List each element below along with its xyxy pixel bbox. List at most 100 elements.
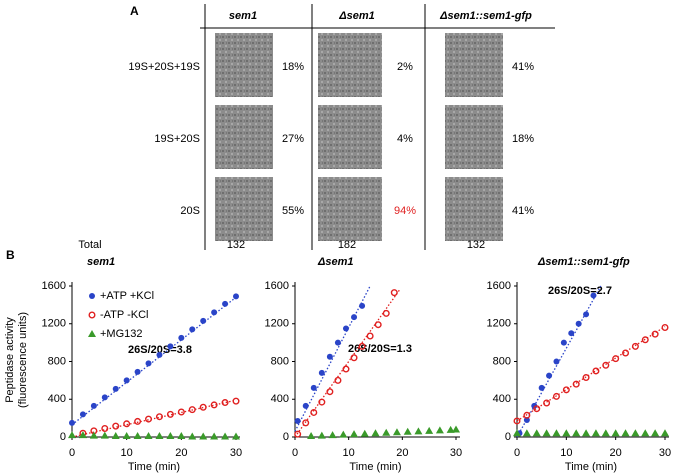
data-point <box>435 426 444 434</box>
fit-line <box>294 289 401 438</box>
data-point <box>382 309 390 317</box>
data-point <box>112 385 119 392</box>
data-point <box>78 431 87 439</box>
data-point <box>414 427 423 435</box>
micrograph <box>445 33 503 97</box>
x-tick-label: 20 <box>396 447 408 459</box>
data-point <box>302 402 309 409</box>
data-point <box>145 360 152 367</box>
fit-line <box>294 285 371 432</box>
micrograph <box>318 33 382 97</box>
cell-value: 18% <box>512 133 534 145</box>
data-point <box>562 386 570 394</box>
data-point <box>342 365 350 373</box>
data-point <box>294 417 301 424</box>
fit-line <box>516 326 666 422</box>
y-axis-label: Peptidase activity <box>4 317 16 403</box>
legend-label: +ATP +KCl <box>100 290 154 302</box>
micrograph <box>445 105 503 169</box>
x-axis-label: Time (min) <box>565 461 617 473</box>
cell-value: 4% <box>397 133 413 145</box>
data-point <box>543 399 551 407</box>
row-label: 20S <box>180 205 200 217</box>
micrograph <box>445 177 503 241</box>
x-tick-label: 20 <box>610 447 622 459</box>
row-label: 19S+20S+19S <box>128 61 200 73</box>
data-point <box>294 430 302 438</box>
data-point <box>318 398 326 406</box>
data-point <box>221 399 229 407</box>
cell-value: 18% <box>282 61 304 73</box>
chart-title: sem1 <box>87 256 115 268</box>
y-tick-label: 400 <box>48 393 66 405</box>
data-point <box>602 361 610 369</box>
data-point <box>358 342 366 350</box>
data-point <box>641 336 649 344</box>
data-point <box>122 432 131 440</box>
data-point <box>560 339 567 346</box>
cell-value: 2% <box>397 61 413 73</box>
data-point <box>68 431 76 439</box>
data-point <box>199 403 207 411</box>
data-point <box>101 425 109 433</box>
legend-label: -ATP -KCl <box>100 309 149 321</box>
data-point <box>134 368 141 375</box>
data-point <box>145 415 153 423</box>
micrograph <box>215 177 273 241</box>
data-point <box>513 429 521 437</box>
cell-value: 41% <box>512 61 534 73</box>
data-point <box>513 417 521 425</box>
data-point <box>523 411 531 419</box>
data-point <box>134 417 142 425</box>
data-point <box>350 430 359 438</box>
micrograph <box>215 105 273 169</box>
row-label: 19S+20S <box>154 133 200 145</box>
data-point <box>233 293 239 300</box>
data-point <box>582 374 590 382</box>
chart-title: Δsem1::sem1-gfp <box>537 256 630 268</box>
data-point <box>651 330 659 338</box>
y-tick-label: 0 <box>505 431 511 443</box>
data-point <box>452 425 460 433</box>
data-point <box>583 311 590 318</box>
micrograph <box>318 177 382 241</box>
data-point <box>177 408 185 416</box>
cell-value: 55% <box>282 205 304 217</box>
y-axis-label: (fluorescence units) <box>17 312 29 408</box>
y-tick-label: 0 <box>60 431 66 443</box>
data-point <box>155 413 163 421</box>
data-point <box>538 384 545 391</box>
data-point <box>210 432 219 440</box>
data-point <box>522 429 531 437</box>
column-header: sem1 <box>229 10 257 22</box>
data-point <box>189 326 196 333</box>
data-point <box>221 432 230 440</box>
x-axis-label: Time (min) <box>128 461 180 473</box>
annotation: 26S/20S=1.3 <box>348 343 412 355</box>
data-point <box>661 429 669 437</box>
data-point <box>111 432 120 440</box>
x-tick-label: 0 <box>514 447 520 459</box>
data-point <box>210 401 218 409</box>
charts: sem1 0 400 800 1200 1600 0 10 20 30 Time (min) Pept… <box>4 256 671 473</box>
data-point <box>156 351 163 358</box>
x-tick-label: 10 <box>343 447 355 459</box>
data-point <box>79 411 86 418</box>
cell-value: 182 <box>338 239 356 251</box>
data-point <box>641 429 650 437</box>
x-axis-label: Time (min) <box>349 461 401 473</box>
data-point <box>166 432 175 440</box>
data-point <box>532 429 541 437</box>
y-tick-label: 800 <box>48 355 66 367</box>
data-point <box>611 429 620 437</box>
data-point <box>575 320 582 327</box>
data-point <box>366 332 374 340</box>
data-point <box>342 325 349 332</box>
x-tick-label: 30 <box>659 447 671 459</box>
legend-marker <box>88 311 96 319</box>
data-point <box>425 426 434 434</box>
annotation: 26S/20S=2.7 <box>548 285 612 297</box>
data-point <box>101 394 108 401</box>
